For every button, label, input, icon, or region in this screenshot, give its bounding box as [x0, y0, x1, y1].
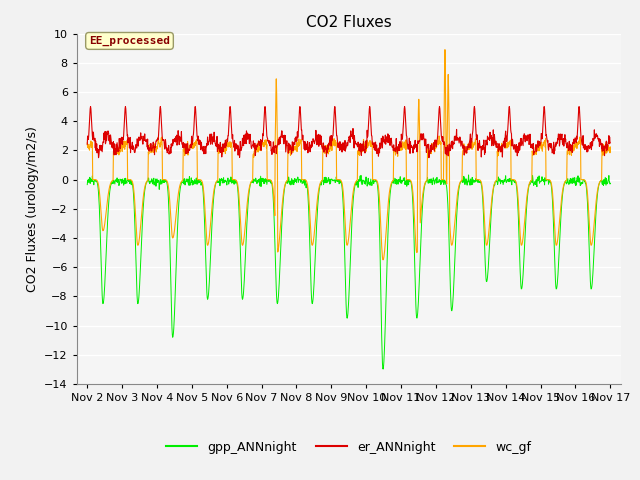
Text: EE_processed: EE_processed — [89, 36, 170, 46]
Y-axis label: CO2 Fluxes (urology/m2/s): CO2 Fluxes (urology/m2/s) — [26, 126, 38, 292]
Title: CO2 Fluxes: CO2 Fluxes — [306, 15, 392, 30]
Legend: gpp_ANNnight, er_ANNnight, wc_gf: gpp_ANNnight, er_ANNnight, wc_gf — [161, 436, 536, 459]
